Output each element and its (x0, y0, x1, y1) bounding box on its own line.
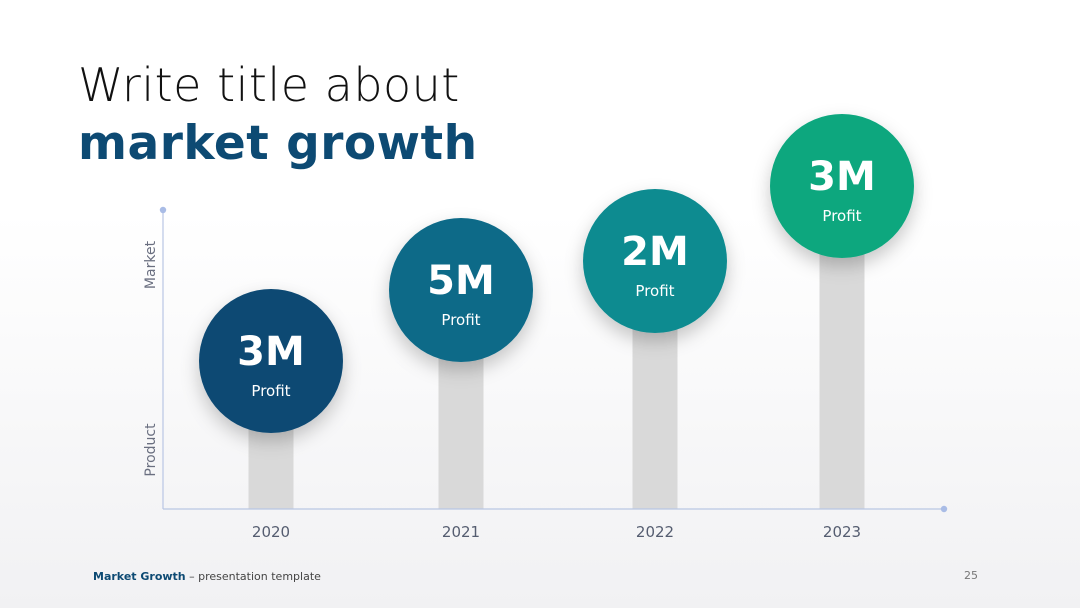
y-axis-end-dot (159, 206, 167, 214)
profit-bubble-2021: 5M Profit (389, 218, 533, 362)
footer-brand: Market Growth (93, 570, 186, 583)
bubble-label: Profit (251, 382, 290, 400)
x-tick-label-2021: 2021 (442, 523, 480, 541)
bubble-label: Profit (822, 207, 861, 225)
x-axis-end-dot (940, 505, 948, 513)
profit-bubble-2020: 3M Profit (199, 289, 343, 433)
profit-bubble-2022: 2M Profit (583, 189, 727, 333)
bubble-circle (583, 189, 727, 333)
slide-title: Write title about market growth (78, 62, 478, 167)
bubble-value: 5M (427, 258, 495, 304)
title-line-2: market growth (78, 116, 478, 171)
bubble-value: 3M (237, 329, 305, 375)
footer-subtitle: – presentation template (185, 570, 321, 583)
bubble-value: 2M (621, 229, 689, 275)
title-line-1: Write title about (78, 58, 460, 112)
profit-bubbles: 3M Profit 5M Profit 2M Profit 3M Profit (199, 114, 914, 433)
x-tick-label-2020: 2020 (252, 523, 290, 541)
bubble-label: Profit (635, 282, 674, 300)
x-tick-label-2023: 2023 (823, 523, 861, 541)
page-number: 25 (964, 569, 978, 582)
bubble-label: Profit (441, 311, 480, 329)
x-tick-labels: 2020 2021 2022 2023 (252, 523, 861, 541)
y-axis-label-market: Market (143, 240, 159, 289)
footer: Market Growth – presentation template (93, 570, 321, 583)
bubble-circle (770, 114, 914, 258)
profit-bubble-2023: 3M Profit (770, 114, 914, 258)
bubble-value: 3M (808, 154, 876, 200)
bubble-circle (389, 218, 533, 362)
x-tick-label-2022: 2022 (636, 523, 674, 541)
y-axis-label-product: Product (143, 423, 159, 477)
bubble-circle (199, 289, 343, 433)
